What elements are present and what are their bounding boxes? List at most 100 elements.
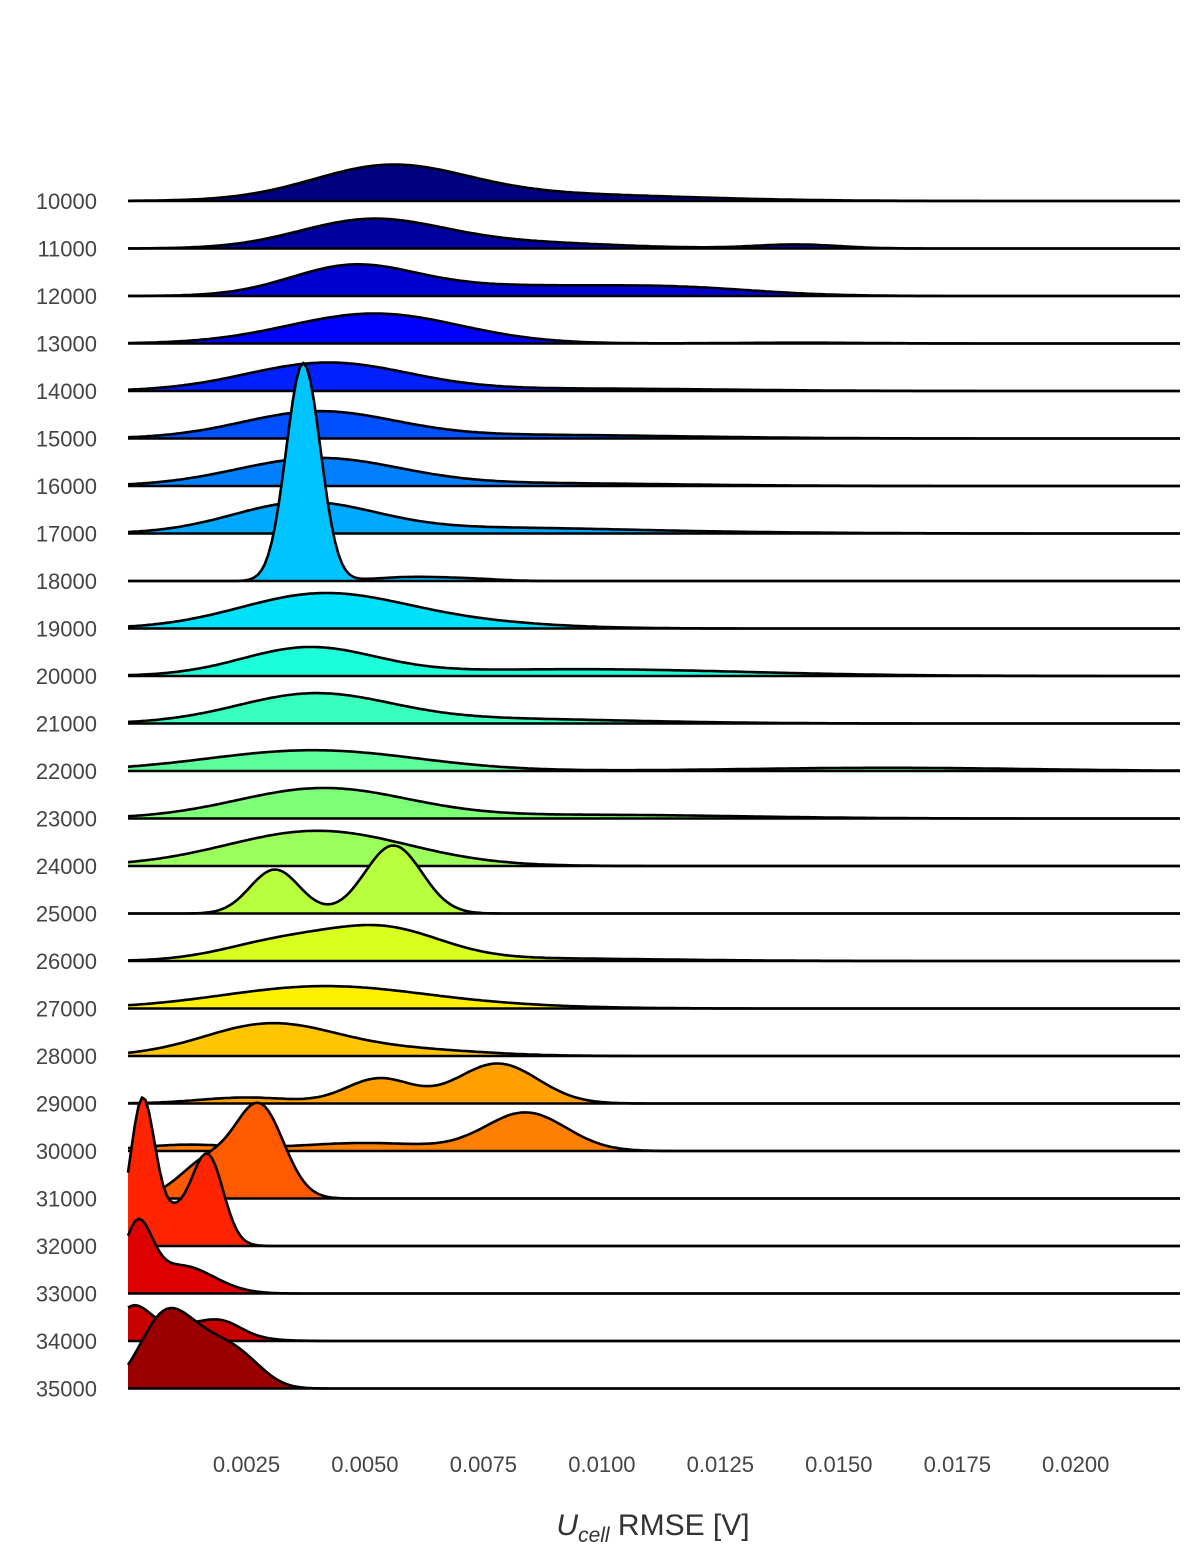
- y-tick-label-23000: 23000: [36, 807, 97, 832]
- ridge-outline-20000: [127, 645, 1180, 678]
- ridge-outline-22000: [127, 748, 1180, 772]
- ridge-13000: [128, 312, 1180, 345]
- ridge-outline-27000: [127, 984, 1180, 1010]
- ridge-fill-19000: [128, 593, 1180, 629]
- ridge-24000: [127, 829, 1180, 868]
- ridge-outline-11000: [128, 217, 1180, 250]
- y-tick-label-30000: 30000: [36, 1139, 97, 1164]
- y-tick-label-25000: 25000: [36, 902, 97, 927]
- ridge-outline-24000: [127, 829, 1180, 868]
- y-tick-label-13000: 13000: [36, 332, 97, 357]
- ridge-fill-34000: [128, 1305, 1180, 1341]
- ridge-fill-28000: [128, 1023, 1180, 1056]
- ridge-outline-26000: [127, 923, 1180, 963]
- ridge-fill-16000: [128, 457, 1180, 486]
- ridge-outline-31000: [127, 1101, 1180, 1200]
- ridge-fill-11000: [128, 218, 1180, 249]
- y-tick-label-29000: 29000: [36, 1092, 97, 1117]
- ridge-19000: [127, 591, 1180, 630]
- ridge-fill-24000: [128, 830, 1180, 866]
- x-axis-title-rest: RMSE [V]: [610, 1509, 750, 1542]
- ridge-fill-25000: [128, 845, 1180, 914]
- ridge-outline-10000: [128, 163, 1180, 203]
- ridge-fill-10000: [128, 164, 1180, 201]
- ridge-fill-21000: [128, 693, 1180, 724]
- ridge-14000: [127, 361, 1180, 393]
- x-tick-label-0.0050: 0.0050: [331, 1452, 398, 1477]
- ridge-23000: [127, 786, 1180, 820]
- y-tick-label-35000: 35000: [36, 1377, 97, 1402]
- ridge-fill-15000: [128, 411, 1180, 439]
- ridge-outline-28000: [127, 1021, 1180, 1058]
- ridge-outline-34000: [127, 1303, 1180, 1343]
- y-tick-label-11000: 11000: [37, 237, 97, 262]
- x-tick-label-0.0025: 0.0025: [213, 1452, 280, 1477]
- ridge-33000: [126, 1217, 1180, 1295]
- ridge-fill-18000: [128, 362, 1180, 581]
- x-axis-title-main: U: [556, 1509, 578, 1542]
- ridge-15000: [127, 409, 1180, 440]
- x-tick-label-0.0075: 0.0075: [450, 1452, 517, 1477]
- y-tick-label-17000: 17000: [36, 522, 97, 547]
- ridge-fill-20000: [128, 647, 1180, 676]
- ridge-fill-35000: [128, 1308, 1180, 1389]
- ridges: [126, 163, 1180, 1390]
- y-tick-label-21000: 21000: [36, 712, 97, 737]
- ridge-outline-18000: [128, 361, 1180, 583]
- y-tick-label-10000: 10000: [36, 189, 97, 214]
- y-tick-label-19000: 19000: [36, 617, 97, 642]
- y-tick-label-16000: 16000: [36, 474, 97, 499]
- y-tick-label-20000: 20000: [36, 664, 97, 689]
- ridge-32000: [126, 1096, 1180, 1248]
- y-tick-label-24000: 24000: [36, 854, 97, 879]
- ridge-outline-12000: [128, 263, 1180, 298]
- ridge-fill-27000: [128, 986, 1180, 1009]
- y-tick-labels: 10000 11000 12000 13000 14000 15000 16000 17000…: [36, 189, 97, 1402]
- ridge-fill-29000: [128, 1063, 1180, 1104]
- x-tick-label-0.0150: 0.0150: [805, 1452, 872, 1477]
- ridge-fill-32000: [128, 1097, 1180, 1246]
- ridge-fill-26000: [128, 925, 1180, 961]
- y-tick-label-28000: 28000: [36, 1044, 97, 1069]
- ridge-outline-35000: [126, 1306, 1180, 1390]
- ridge-34000: [127, 1303, 1180, 1343]
- y-tick-label-15000: 15000: [36, 427, 97, 452]
- ridge-12000: [128, 263, 1180, 298]
- ridge-20000: [127, 645, 1180, 678]
- ridge-fill-13000: [128, 313, 1180, 344]
- ridge-35000: [126, 1306, 1180, 1390]
- ridge-10000: [128, 163, 1180, 203]
- ridge-outline-33000: [126, 1217, 1180, 1295]
- ridge-outline-32000: [126, 1096, 1180, 1248]
- ridge-fill-31000: [128, 1102, 1180, 1199]
- y-tick-label-18000: 18000: [36, 569, 97, 594]
- ridge-31000: [127, 1101, 1180, 1200]
- y-tick-label-32000: 32000: [36, 1234, 97, 1259]
- x-tick-label-0.0175: 0.0175: [924, 1452, 991, 1477]
- ridge-outline-29000: [128, 1062, 1180, 1105]
- ridge-18000: [128, 361, 1180, 583]
- ridge-25000: [128, 844, 1180, 915]
- ridge-outline-30000: [127, 1111, 1180, 1153]
- ridge-28000: [127, 1021, 1180, 1058]
- y-tick-label-31000: 31000: [36, 1187, 97, 1212]
- x-tick-label-0.0125: 0.0125: [687, 1452, 754, 1477]
- y-tick-label-34000: 34000: [36, 1329, 97, 1354]
- x-axis-title-sub: cell: [578, 1524, 611, 1547]
- ridge-fill-33000: [128, 1218, 1180, 1294]
- ridge-27000: [127, 984, 1180, 1010]
- y-tick-label-14000: 14000: [36, 379, 97, 404]
- y-tick-label-12000: 12000: [36, 284, 97, 309]
- x-tick-labels: 0.0025 0.0050 0.0075 0.0100 0.0125 0.0150 0.01…: [213, 1452, 1109, 1477]
- x-tick-label-0.0100: 0.0100: [568, 1452, 635, 1477]
- ridge-outline-21000: [127, 691, 1180, 725]
- x-axis-title: Ucell RMSE [V]: [556, 1509, 749, 1547]
- ridge-fill-17000: [128, 501, 1180, 534]
- ridge-22000: [127, 748, 1180, 773]
- ridge-29000: [128, 1062, 1180, 1105]
- ridge-21000: [127, 691, 1180, 725]
- y-tick-label-33000: 33000: [36, 1282, 97, 1307]
- ridge-11000: [128, 217, 1180, 250]
- ridge-fill-12000: [128, 264, 1180, 296]
